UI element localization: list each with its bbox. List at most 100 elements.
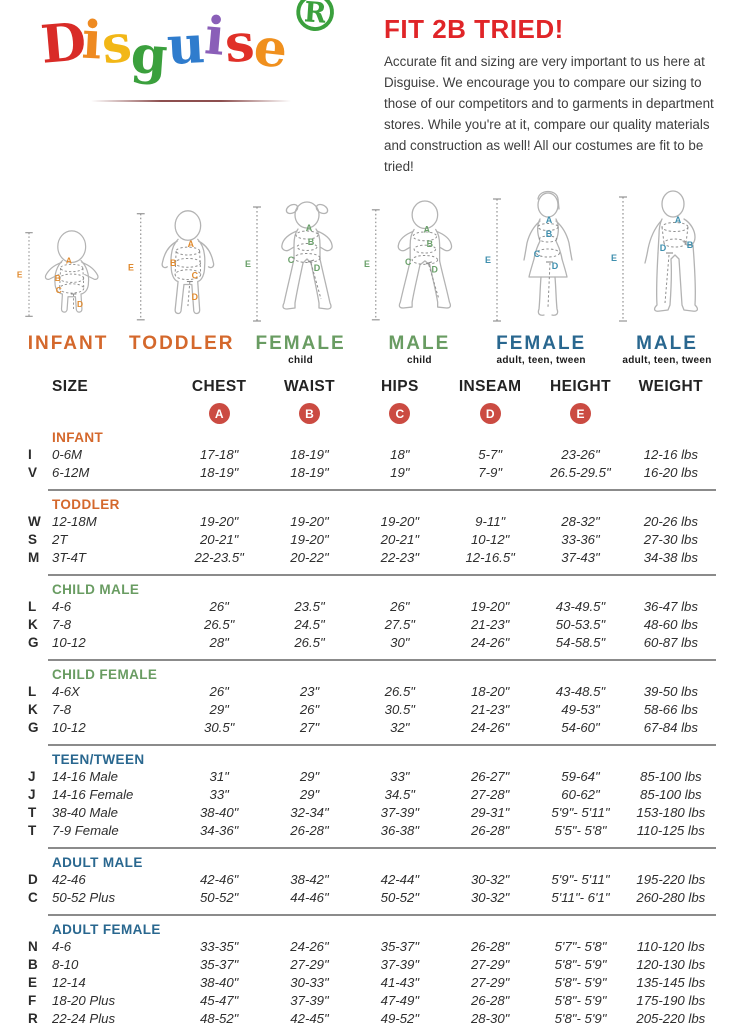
- cell-size: 38-40 Male: [52, 805, 118, 821]
- cell-height: 43-49.5": [555, 599, 606, 615]
- cell-waist: 38-42": [290, 872, 329, 888]
- logo-divider: [91, 100, 291, 102]
- section-divider: [48, 574, 716, 577]
- svg-text:B: B: [427, 240, 433, 250]
- cell-size: 0-6M: [52, 447, 83, 463]
- cell-weight: 58-66 lbs: [643, 702, 698, 718]
- cell-inseam: 26-28": [470, 993, 510, 1009]
- cell-code: C: [28, 890, 38, 906]
- svg-text:C: C: [191, 271, 198, 281]
- svg-text:B: B: [55, 273, 61, 283]
- brand-block: Disguise®: [26, 0, 356, 177]
- col-header-hips: HIPS: [380, 378, 419, 396]
- table-row: G 10-12 30.5" 27" 32" 24-26" 54-60" 67-84 lbs: [28, 719, 716, 737]
- logo-letter: e: [251, 16, 291, 81]
- cell-chest: 19-20": [199, 514, 239, 530]
- cell-height: 5'8"- 5'9": [554, 957, 607, 973]
- cell-inseam: 9-11": [475, 514, 506, 530]
- cell-hips: 30.5": [384, 702, 415, 718]
- cell-hips: 19": [390, 465, 410, 481]
- figure-label: TODDLER: [129, 333, 235, 355]
- cell-inseam: 18-20": [470, 684, 510, 700]
- section-divider: [48, 744, 716, 747]
- cell-size: 12-18M: [52, 514, 97, 530]
- cell-code: E: [28, 975, 38, 991]
- cell-hips: 37-39": [380, 957, 420, 973]
- cell-inseam: 5-7": [478, 447, 503, 463]
- svg-text:A: A: [424, 225, 431, 235]
- figure-label: MALE: [388, 333, 451, 355]
- cell-code: R: [28, 1011, 38, 1027]
- cell-weight: 205-220 lbs: [636, 1011, 706, 1027]
- cell-inseam: 26-27": [470, 769, 510, 785]
- cell-weight: 67-84 lbs: [643, 720, 698, 736]
- col-header-weight: WEIGHT: [638, 378, 704, 396]
- cell-size: 7-8: [52, 702, 72, 718]
- cell-code: G: [28, 720, 39, 736]
- cell-hips: 34.5": [384, 787, 415, 803]
- figure-toddler: E A B C D TODDLER: [127, 179, 237, 368]
- table-row: V 6-12M 18-19" 18-19" 19" 7-9" 26.5-29.5" 16-20…: [28, 464, 716, 482]
- cell-waist: 26.5": [294, 635, 325, 651]
- cell-code: S: [28, 532, 38, 548]
- cell-weight: 260-280 lbs: [636, 890, 706, 906]
- cell-inseam: 24-26": [470, 720, 510, 736]
- svg-text:D: D: [432, 265, 438, 275]
- cell-waist: 42-45": [290, 1011, 329, 1027]
- cell-waist: 23": [299, 684, 320, 700]
- table-row: T 7-9 Female 34-36" 26-28" 36-38" 26-28" 5'5"-…: [28, 822, 716, 840]
- logo-letter: s: [222, 12, 257, 75]
- cell-size: 6-12M: [52, 465, 90, 481]
- cell-waist: 20-22": [290, 550, 329, 566]
- figure-label: INFANT: [27, 333, 109, 355]
- cell-waist: 26-28": [290, 823, 329, 839]
- cell-hips: 37-39": [380, 805, 420, 821]
- cell-height: 28-32": [561, 514, 600, 530]
- svg-text:A: A: [546, 215, 553, 225]
- toddler-figure-illustration: E A B C D: [128, 210, 215, 321]
- section-title: INFANT: [52, 430, 104, 446]
- cell-chest: 17-18": [199, 447, 239, 463]
- cell-size: 7-8: [52, 617, 72, 633]
- cell-inseam: 29-31": [470, 805, 510, 821]
- cell-inseam: 21-23": [470, 702, 510, 718]
- cell-chest: 26": [209, 599, 229, 615]
- figure-row: E A B C D INFANT E: [0, 179, 742, 368]
- figure-sublabel: child: [406, 355, 432, 367]
- cell-chest: 22-23.5": [194, 550, 244, 566]
- svg-text:A: A: [187, 240, 194, 250]
- cell-size: 7-9 Female: [52, 823, 119, 839]
- cell-size: 42-46: [52, 872, 86, 888]
- cell-size: 2T: [52, 532, 68, 548]
- figure-female-adult: E A B C D FEMALE adult, teen, tw: [481, 179, 601, 368]
- cell-chest: 42-46": [199, 872, 239, 888]
- figure-label: FEMALE: [255, 333, 346, 355]
- section-divider: [48, 847, 716, 850]
- table-row: E 12-14 38-40" 30-33" 41-43" 27-29" 5'8"- 5'9"…: [28, 974, 716, 992]
- cell-chest: 33": [209, 787, 229, 803]
- cell-size: 14-16 Female: [52, 787, 134, 803]
- cell-code: F: [28, 993, 37, 1009]
- cell-inseam: 27-29": [470, 975, 510, 991]
- cell-inseam: 21-23": [470, 617, 510, 633]
- badge-b: B: [298, 403, 320, 425]
- cell-code: L: [28, 684, 37, 700]
- cell-code: G: [28, 635, 39, 651]
- cell-hips: 42-44": [380, 872, 420, 888]
- cell-height: 5'8"- 5'9": [554, 1011, 607, 1027]
- section-title: ADULT MALE: [52, 855, 143, 871]
- table-row: D 42-46 42-46" 38-42" 42-44" 30-32" 5'9"- 5'11…: [28, 871, 716, 889]
- cell-code: W: [28, 514, 41, 530]
- figure-female-child: E A B C D FEMALE child: [244, 179, 358, 368]
- male-child-figure-illustration: E A B C D: [364, 200, 453, 321]
- cell-inseam: 19-20": [470, 599, 510, 615]
- svg-text:E: E: [128, 263, 134, 273]
- cell-chest: 31": [209, 769, 229, 785]
- svg-text:C: C: [534, 249, 541, 259]
- cell-weight: 39-50 lbs: [643, 684, 698, 700]
- svg-text:D: D: [191, 293, 197, 303]
- figure-male-adult: E A B D MALE adult, teen, tween: [608, 179, 726, 368]
- table-row: W 12-18M 19-20" 19-20" 19-20" 9-11" 28-32" 20-2…: [28, 513, 716, 531]
- svg-text:B: B: [170, 258, 176, 268]
- badge-c: C: [389, 403, 411, 425]
